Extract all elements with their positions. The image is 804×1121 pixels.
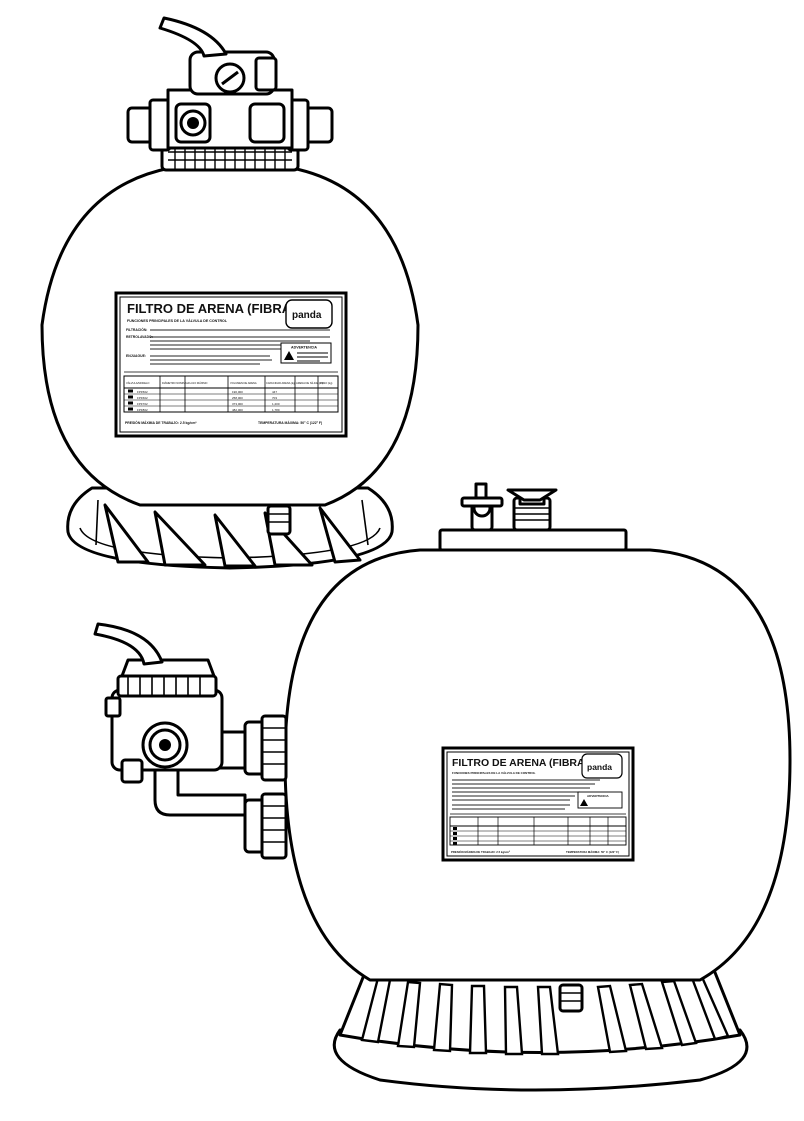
top-multiport-valve <box>126 16 334 152</box>
top-th-weight: PESO (kg) <box>320 381 333 385</box>
top-tank-neck <box>160 146 300 172</box>
bottom-label-logo: panda <box>587 762 612 772</box>
top-label-func-3: ENJUAGUE: <box>126 354 146 358</box>
top-tr-model-3: FPF702 <box>137 402 148 406</box>
top-tr-flow-4: 482,000 <box>232 408 243 412</box>
top-label-footer-left: PRESIÓN MÁXIMA DE TRABAJO: 2.5 kg/cm² <box>125 420 197 425</box>
top-th-flow: FLUJO MÁXIMO <box>188 381 207 385</box>
top-label-subtitle: FUNCIONES PRINCIPALES DE LA VÁLVULA DE C… <box>127 318 228 323</box>
top-th-vol: VOLUMEN DE ARENA <box>230 381 257 385</box>
top-label-func-2: RETROLAVADO: <box>126 335 153 339</box>
top-tr-model-4: FPF802 <box>137 408 148 412</box>
top-tr-flow-2: 258,000 <box>232 396 243 400</box>
bottom-label-table <box>449 813 627 846</box>
top-tr-sand-1: 447 <box>272 390 277 394</box>
top-warning-icon <box>284 351 294 360</box>
top-label-logo: panda <box>292 310 322 321</box>
top-label-logo-box <box>285 299 333 329</box>
top-tr-flow-3: 373,000 <box>232 402 243 406</box>
top-label-func-1: FILTRACIÓN: <box>126 327 147 332</box>
bottom-tank-top <box>438 482 628 552</box>
top-th-silica: ARENA DE SÍLICE (m³) <box>296 381 324 385</box>
bottom-label-warning-title: ADVERTENCIA <box>587 794 610 798</box>
bottom-warning-icon <box>580 799 588 806</box>
top-label-footer-right: TEMPERATURA MÁXIMA: 50° C (122° F) <box>258 420 322 425</box>
top-filter-label: FILTRO DE ARENA (FIBRA) FUNCIONES PRINCI… <box>114 291 348 438</box>
bottom-label-title: FILTRO DE ARENA (FIBRA) <box>452 757 588 769</box>
top-th-model: VÁLVULA/MODELO <box>126 381 149 385</box>
top-th-sand: CAPACIDAD ARENA (kg) <box>266 381 296 385</box>
bottom-filter: FILTRO DE ARENA (FIBRA) FUNCIONES PRINCI… <box>93 482 792 1092</box>
top-label-warning-title: ADVERTENCIA <box>291 346 317 350</box>
bottom-filter-label: FILTRO DE ARENA (FIBRA) FUNCIONES PRINCI… <box>441 746 635 862</box>
bottom-drain-plug <box>558 983 584 1013</box>
bottom-label-subtitle: FUNCIONES PRINCIPALES DE LA VÁLVULA DE C… <box>452 770 536 775</box>
bottom-label-footer-right: TEMPERATURA MÁXIMA: 50° C (122° F) <box>566 849 619 854</box>
top-filter: FILTRO DE ARENA (FIBRA) FUNCIONES PRINCI… <box>40 16 420 570</box>
top-tr-sand-3: 1,200 <box>272 402 280 406</box>
top-tr-flow-1: 190,000 <box>232 390 243 394</box>
bottom-label-logo-box <box>581 753 623 779</box>
side-multiport-valve <box>93 622 288 860</box>
top-label-title: FILTRO DE ARENA (FIBRA) <box>127 301 296 316</box>
top-tr-model-1: FPF502 <box>137 390 148 394</box>
bottom-filter-base <box>332 963 749 1092</box>
top-tr-model-2: FPF602 <box>137 396 148 400</box>
bottom-label-footer-left: PRESIÓN MÁXIMA DE TRABAJO: 2.5 kg/cm² <box>451 849 510 854</box>
top-drain-plug <box>266 504 292 536</box>
top-tr-sand-4: 1,789 <box>272 408 280 412</box>
top-th-diam: DIÁMETRO NOMINAL <box>162 381 189 385</box>
top-label-table: VÁLVULA/MODELO DIÁMETRO NOMINAL FLUJO MÁ… <box>123 371 339 413</box>
top-tr-sand-2: 703 <box>272 396 277 400</box>
